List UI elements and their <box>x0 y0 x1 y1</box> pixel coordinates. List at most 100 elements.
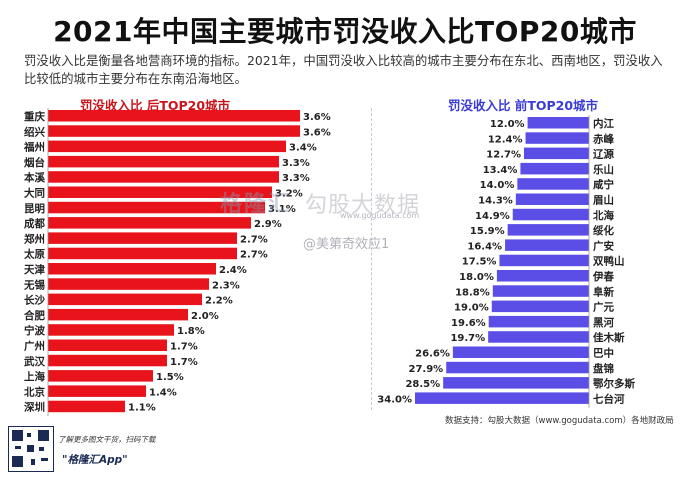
left-value-label-15: 1.7% <box>170 342 198 353</box>
right-bar-14 <box>488 331 589 343</box>
right-category-label-5: 眉山 <box>593 194 614 207</box>
left-category-label-17: 上海 <box>24 370 45 383</box>
right-category-label-13: 黑河 <box>593 317 614 329</box>
left-bar-4 <box>48 171 279 183</box>
right-category-label-2: 辽源 <box>593 148 614 161</box>
left-value-label-4: 3.3% <box>282 173 310 184</box>
right-bar-6 <box>512 208 589 221</box>
watermark-brand: 格隆汇 <box>220 192 293 217</box>
right-bar-17 <box>443 377 589 389</box>
left-category-label-5: 大同 <box>24 187 45 200</box>
right-category-label-4: 咸宁 <box>593 178 614 191</box>
left-category-label-16: 武汉 <box>24 355 45 368</box>
left-category-label-0: 重庆 <box>24 110 45 123</box>
left-category-label-7: 成都 <box>24 217 45 230</box>
right-bar-13 <box>488 315 589 328</box>
left-category-label-14: 宁波 <box>24 324 45 337</box>
left-bar-11 <box>48 278 209 290</box>
watermark-weibo: @美第奇效应1 <box>303 237 390 252</box>
left-category-label-9: 太原 <box>23 248 45 261</box>
footer-tagline: 了解更多图文干货，扫码下载 <box>58 435 156 444</box>
right-value-label-7: 15.9% <box>470 226 505 237</box>
right-category-label-16: 盘锦 <box>593 362 614 375</box>
right-value-label-10: 18.0% <box>459 272 494 283</box>
right-category-label-17: 鄂尔多斯 <box>593 377 635 390</box>
left-bar-16 <box>48 354 167 367</box>
left-bar-9 <box>48 247 237 260</box>
left-bar-3 <box>48 155 279 168</box>
left-category-label-4: 本溪 <box>24 171 45 184</box>
right-category-label-6: 北海 <box>593 209 614 222</box>
right-bar-8 <box>505 239 589 251</box>
left-category-label-8: 郑州 <box>24 232 45 245</box>
left-bar-8 <box>48 232 237 244</box>
left-category-label-10: 天津 <box>24 263 45 276</box>
right-value-label-17: 28.5% <box>405 379 440 390</box>
right-bar-10 <box>496 270 589 282</box>
right-bar-18 <box>415 392 589 404</box>
left-value-label-13: 2.0% <box>191 311 219 322</box>
right-value-label-16: 27.9% <box>409 364 444 375</box>
left-category-label-19: 深圳 <box>24 401 45 414</box>
left-value-label-7: 2.9% <box>254 219 282 230</box>
left-value-label-2: 3.4% <box>289 143 317 154</box>
right-value-label-18: 34.0% <box>377 394 412 405</box>
left-bar-2 <box>48 140 286 153</box>
left-value-label-19: 1.1% <box>128 403 156 414</box>
left-bar-14 <box>48 324 174 336</box>
left-bar-1 <box>48 125 300 137</box>
left-category-label-3: 烟台 <box>24 156 45 169</box>
right-category-label-10: 伊春 <box>592 270 614 283</box>
right-category-label-0: 内江 <box>593 117 614 130</box>
left-bar-5 <box>48 186 272 198</box>
right-category-label-11: 阜新 <box>593 285 614 298</box>
left-bar-13 <box>48 308 188 321</box>
left-value-label-3: 3.3% <box>282 158 310 169</box>
left-bar-0 <box>48 110 300 122</box>
right-value-label-11: 18.8% <box>455 287 490 298</box>
right-category-label-9: 双鸭山 <box>592 255 625 268</box>
right-value-label-6: 14.9% <box>475 211 510 222</box>
left-value-label-1: 3.6% <box>303 127 331 138</box>
divider <box>371 108 372 410</box>
left-value-label-17: 1.5% <box>156 372 184 383</box>
right-bar-4 <box>517 178 589 190</box>
left-category-label-12: 长沙 <box>24 294 45 307</box>
left-value-label-8: 2.7% <box>240 234 268 245</box>
page-title: 2021年中国主要城市罚没收入比TOP20城市 <box>53 15 637 48</box>
right-category-label-18: 七台河 <box>593 392 625 405</box>
left-category-label-1: 绍兴 <box>24 125 45 138</box>
left-category-label-13: 合肥 <box>23 309 45 322</box>
right-bar-15 <box>452 346 589 358</box>
right-bar-9 <box>499 254 589 267</box>
right-bar-3 <box>520 162 589 175</box>
right-bar-16 <box>446 361 589 374</box>
left-value-label-16: 1.7% <box>170 357 198 368</box>
left-value-label-18: 1.4% <box>149 387 177 398</box>
right-value-label-12: 19.0% <box>454 303 489 314</box>
left-bar-15 <box>48 339 167 351</box>
right-value-label-1: 12.4% <box>488 134 523 145</box>
right-bar-5 <box>515 193 589 205</box>
left-value-label-12: 2.2% <box>205 296 233 307</box>
right-category-label-15: 巴中 <box>593 347 614 360</box>
source-note: 数据支持：勾股大数据（www.gogudata.com）各地财政局 <box>445 416 674 426</box>
left-bar-17 <box>48 370 153 382</box>
right-value-label-4: 14.0% <box>480 180 515 191</box>
qr-code[interactable] <box>8 426 54 472</box>
left-category-label-18: 北京 <box>24 385 45 398</box>
left-value-label-9: 2.7% <box>240 250 268 261</box>
right-value-label-5: 14.3% <box>478 196 513 207</box>
footer-app-name: "格隆汇App" <box>62 454 128 466</box>
left-value-label-11: 2.3% <box>212 280 240 291</box>
left-category-label-15: 广州 <box>24 340 45 353</box>
right-category-label-12: 广元 <box>593 301 614 314</box>
left-category-label-11: 无锡 <box>23 278 45 291</box>
chart-description: 罚没收入比是衡量各地营商环境的指标。2021年，中国罚没收入比较高的城市主要分布… <box>24 53 663 86</box>
right-bar-11 <box>492 285 589 297</box>
right-value-label-14: 19.7% <box>450 333 485 344</box>
right-category-label-7: 绥化 <box>593 224 614 237</box>
left-bar-19 <box>48 400 125 413</box>
right-value-label-13: 19.6% <box>451 318 486 329</box>
left-bar-12 <box>48 293 202 306</box>
